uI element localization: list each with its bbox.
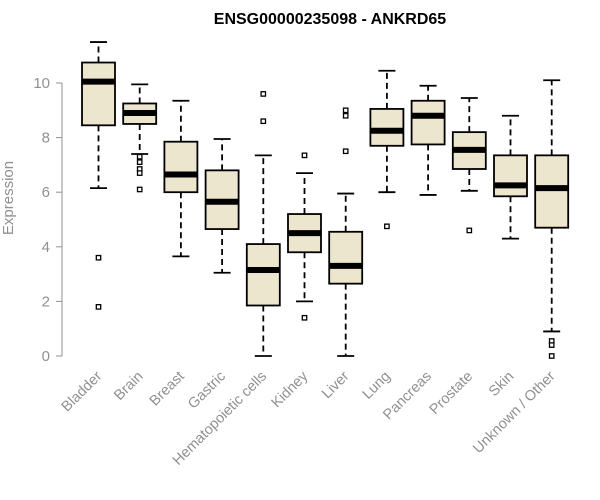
outlier-point	[342, 148, 349, 155]
x-tick-label: Bladder	[59, 368, 106, 415]
box-prostate	[451, 97, 487, 234]
box-liver	[328, 107, 364, 357]
box-lung	[369, 69, 405, 230]
box-brain	[122, 83, 158, 193]
box-iqr	[81, 61, 116, 127]
box-bladder	[81, 41, 116, 310]
outlier-point	[342, 112, 349, 119]
outlier-point	[548, 342, 555, 348]
y-tick-label: 4	[42, 239, 50, 256]
y-tick-label: 2	[42, 293, 50, 310]
outlier-point	[260, 91, 267, 97]
box-kidney	[287, 152, 322, 321]
y-tick-label: 8	[42, 130, 50, 147]
y-tick-label: 10	[33, 75, 50, 92]
x-tick-label: Breast	[147, 369, 188, 410]
x-tick-label: Prostate	[427, 369, 476, 418]
box-gastric	[204, 138, 240, 274]
outlier-point	[301, 152, 308, 159]
outlier-point	[136, 186, 143, 193]
outlier-point	[136, 170, 143, 176]
y-tick-label: 0	[42, 348, 50, 365]
y-axis-label: Expression	[0, 161, 17, 235]
outlier-point	[95, 304, 102, 310]
outlier-point	[136, 159, 143, 166]
box-group	[81, 41, 570, 359]
box-iqr	[163, 140, 199, 194]
box-iqr	[534, 154, 570, 229]
box-iqr	[245, 243, 281, 307]
outlier-point	[260, 118, 267, 125]
box-skin	[493, 114, 528, 240]
x-tick-label: Kidney	[269, 368, 312, 411]
box-iqr	[493, 154, 528, 198]
box-iqr	[410, 99, 446, 146]
outlier-point	[95, 254, 102, 261]
outlier-point	[384, 223, 390, 230]
outlier-point	[136, 153, 143, 160]
outlier-point	[342, 107, 349, 114]
box-unknown-other	[534, 79, 570, 359]
box-hematopoietic-cells	[245, 91, 281, 357]
x-tick-label: Liver	[319, 368, 353, 402]
chart-title: ENSG00000235098 - ANKRD65	[214, 11, 447, 28]
outlier-point	[466, 227, 473, 234]
box-iqr	[328, 230, 364, 285]
y-tick-label: 6	[42, 184, 50, 201]
x-tick-label: Lung	[360, 369, 394, 403]
box-iqr	[369, 108, 405, 147]
box-breast	[163, 99, 199, 258]
x-tick-label: Brain	[111, 369, 146, 404]
outlier-point	[301, 314, 308, 321]
outlier-point	[548, 353, 555, 359]
x-tick-label: Skin	[486, 369, 517, 400]
box-pancreas	[410, 84, 446, 196]
y-axis: 0 2 4 6 8 10	[33, 75, 63, 365]
